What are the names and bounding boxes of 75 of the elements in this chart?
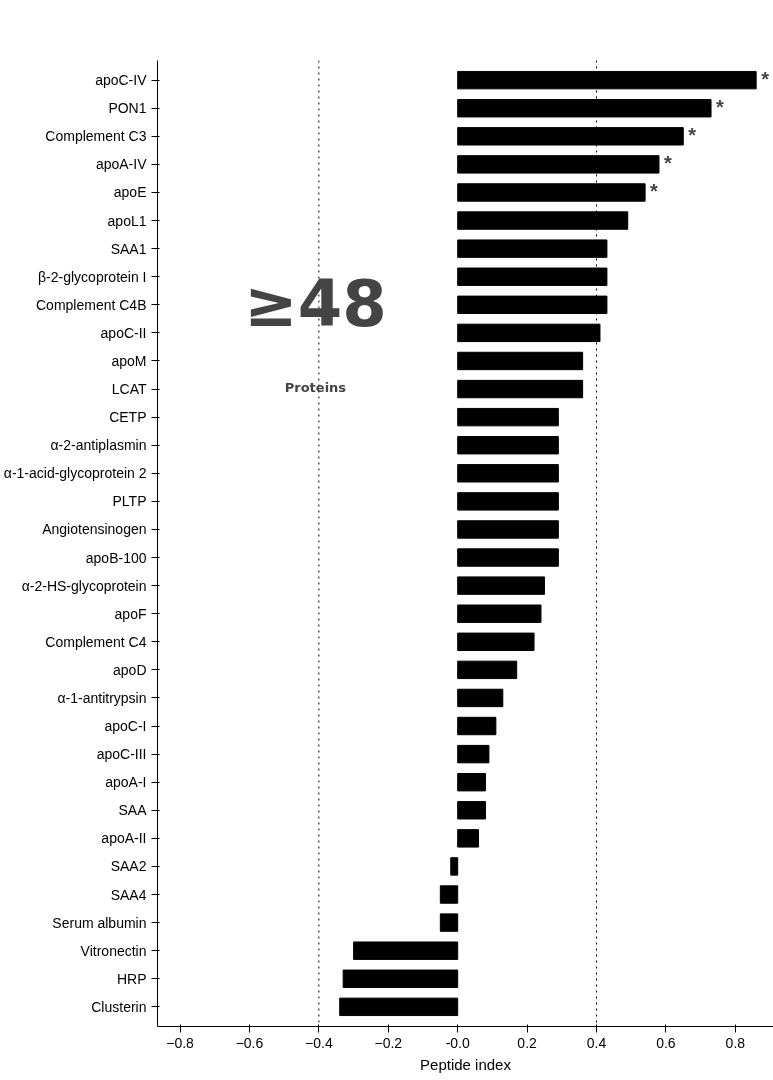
y-tick-label: Vitronectin xyxy=(80,942,147,959)
x-tick-label: −0.6 xyxy=(235,1034,264,1051)
y-tick-label: α-2-HS-glycoprotein xyxy=(21,577,147,594)
y-tick-label: Serum albumin xyxy=(52,914,147,931)
y-tick-label: PLTP xyxy=(112,493,147,510)
bar xyxy=(457,351,584,371)
y-tick-label: β-2-glycoprotein I xyxy=(38,268,147,285)
y-tick-label: apoL1 xyxy=(107,212,147,229)
annotation: * xyxy=(663,152,672,175)
y-tick-label: Angiotensinogen xyxy=(42,521,147,538)
x-tick-label: -0.0 xyxy=(445,1034,470,1051)
y-tick-label: Complement C4B xyxy=(36,296,147,313)
y-tick-label: SAA xyxy=(118,802,148,819)
bar xyxy=(457,632,535,651)
bar xyxy=(457,829,480,848)
bar xyxy=(457,772,486,792)
bar xyxy=(339,997,459,1017)
x-tick-label: 0.2 xyxy=(517,1034,538,1051)
y-tick-label: apoD xyxy=(113,661,147,678)
y-tick-label: apoA-I xyxy=(105,774,147,791)
y-tick-label: SAA1 xyxy=(110,240,147,257)
bar xyxy=(457,744,490,764)
bar xyxy=(457,464,559,483)
y-tick-label: apoC-III xyxy=(96,746,147,763)
x-tick-label: 0.6 xyxy=(656,1034,676,1051)
y-tick-label: α-1-acid-glycoprotein 2 xyxy=(3,465,147,482)
bar xyxy=(342,969,459,988)
bar xyxy=(439,885,459,904)
bar xyxy=(353,941,459,960)
annotation: * xyxy=(688,124,697,147)
bar xyxy=(457,604,542,623)
bar xyxy=(457,436,559,455)
bar xyxy=(457,716,497,736)
bar xyxy=(457,801,486,820)
y-tick-label: apoM xyxy=(111,352,147,369)
annotation: * xyxy=(716,96,725,119)
x-axis-title: Peptide index xyxy=(420,1055,512,1073)
annotation: * xyxy=(650,180,659,203)
annotation: ≥48 xyxy=(244,267,387,342)
y-tick-label: CETP xyxy=(109,409,147,426)
y-tick-label: PON1 xyxy=(108,100,147,117)
y-tick-label: SAA2 xyxy=(110,858,147,875)
bar xyxy=(457,520,559,539)
annotation: Proteins xyxy=(284,379,347,395)
x-tick-label: −0.4 xyxy=(305,1034,333,1051)
x-tick-label: −0.8 xyxy=(166,1034,195,1051)
x-tick-label: 0.8 xyxy=(725,1034,746,1051)
bar xyxy=(457,688,504,708)
y-tick-label: α-2-antiplasmin xyxy=(50,437,147,454)
y-tick-label: apoC-II xyxy=(100,324,147,341)
y-tick-label: Clusterin xyxy=(91,998,147,1015)
y-tick-label: apoB-100 xyxy=(85,549,147,566)
bar xyxy=(457,379,584,399)
bar xyxy=(457,576,545,595)
y-tick-label: HRP xyxy=(116,970,147,987)
bar xyxy=(457,407,559,427)
y-tick-label: LCAT xyxy=(111,381,147,398)
y-tick-label: apoE xyxy=(113,184,147,201)
y-tick-label: apoC-IV xyxy=(95,72,148,89)
y-tick-label: apoF xyxy=(114,605,147,622)
y-tick-label: α-1-antitrypsin xyxy=(57,689,147,706)
bar xyxy=(457,492,559,511)
y-tick-label: Complement C3 xyxy=(45,128,147,145)
bar xyxy=(439,913,459,932)
bar xyxy=(450,857,459,876)
bar xyxy=(457,660,518,680)
y-tick-label: Complement C4 xyxy=(45,633,147,650)
bar xyxy=(457,548,559,567)
y-tick-label: apoC-I xyxy=(104,718,147,735)
x-tick-label: 0.4 xyxy=(586,1034,607,1051)
y-tick-label: SAA4 xyxy=(110,886,147,903)
y-tick-label: apoA-II xyxy=(101,830,147,847)
x-tick-label: −0.2 xyxy=(374,1034,403,1051)
y-tick-label: apoA-IV xyxy=(95,156,148,173)
annotation: * xyxy=(761,68,770,91)
